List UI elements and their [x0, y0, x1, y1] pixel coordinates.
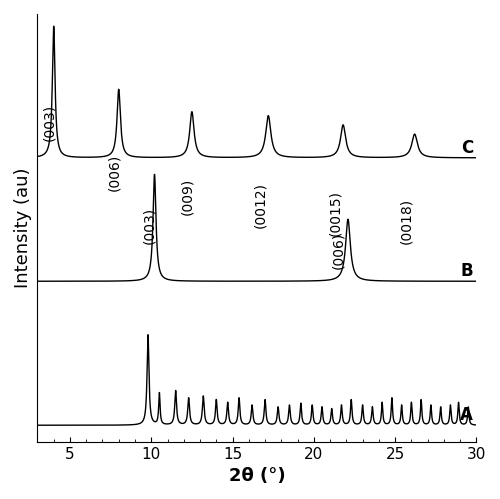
- Text: (0018): (0018): [400, 198, 413, 244]
- Text: B: B: [460, 262, 473, 280]
- Text: A: A: [460, 406, 473, 425]
- Text: (006): (006): [107, 154, 121, 191]
- Y-axis label: Intensity (au): Intensity (au): [14, 168, 32, 288]
- Text: (006): (006): [331, 232, 345, 269]
- X-axis label: 2θ (°): 2θ (°): [228, 467, 285, 485]
- Text: (0015): (0015): [328, 190, 342, 236]
- Text: C: C: [461, 139, 473, 157]
- Text: (003): (003): [142, 207, 156, 244]
- Text: (009): (009): [180, 178, 194, 216]
- Text: (003): (003): [42, 104, 56, 141]
- Text: (0012): (0012): [253, 182, 267, 228]
